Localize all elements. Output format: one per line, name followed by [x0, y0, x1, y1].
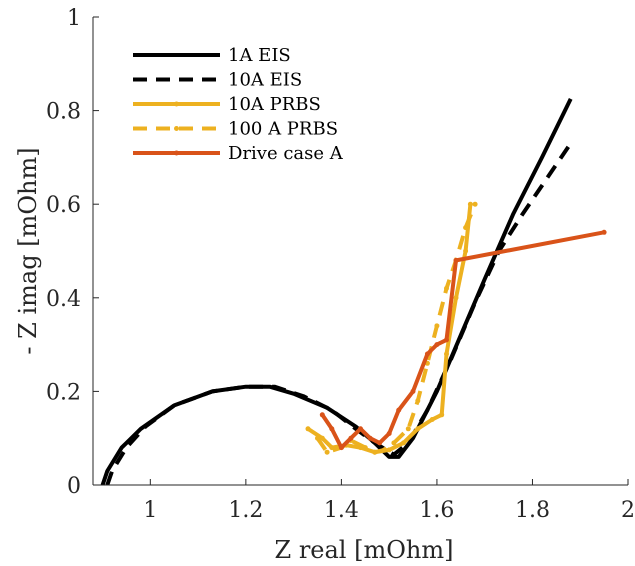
series-point-10a-prbs: [429, 417, 435, 422]
series-point-100-a-prbs: [315, 435, 320, 441]
series-point-drive-case-a: [444, 337, 449, 343]
series-point-100-a-prbs: [444, 285, 449, 291]
series-point-10a-prbs: [453, 295, 459, 301]
series-point-100-a-prbs: [372, 449, 378, 455]
series-point-drive-case-a: [601, 229, 607, 235]
y-tick-label: 0: [67, 474, 81, 499]
legend-marker-drive-case-a: [174, 150, 179, 156]
series-point-drive-case-a: [453, 257, 459, 263]
series-point-drive-case-a: [396, 407, 402, 413]
y-tick-label: 0.4: [46, 287, 81, 312]
series-point-100-a-prbs: [415, 398, 421, 404]
y-axis-title: - Z imag [mOhm]: [14, 147, 42, 354]
x-tick-label: 1.2: [228, 498, 263, 523]
series-point-100-a-prbs: [324, 449, 330, 455]
series-point-drive-case-a: [424, 351, 430, 357]
x-tick-label: 1.4: [324, 498, 359, 523]
legend-label-10a-prbs: 10A PRBS: [228, 94, 321, 115]
series-point-10a-prbs: [415, 426, 421, 432]
series-point-drive-case-a: [386, 431, 392, 436]
series-point-10a-prbs: [319, 435, 325, 441]
series-layer: [100, 98, 607, 486]
x-tick-label: 2: [621, 498, 635, 523]
legend: 1A EIS 10A EIS 10A PRBS 100 A PRBS Drive cas…: [133, 45, 344, 164]
y-tick-label: 1: [67, 6, 81, 31]
series-point-100-a-prbs: [381, 447, 387, 453]
x-tick-label: 1.6: [419, 498, 454, 523]
legend-label-1a-eis: 1A EIS: [228, 45, 291, 66]
series-point-drive-case-a: [348, 435, 354, 441]
series-point-10a-prbs: [444, 351, 449, 357]
legend-marker-100-a-prbs: [174, 126, 179, 131]
ticks-layer: 1 1.2 1.4 1.6 1.8 2 0 0.2 0.4 0.6 0.8 1: [46, 6, 635, 523]
series-point-drive-case-a: [410, 388, 416, 394]
series-line-10a-eis: [105, 142, 573, 486]
series-point-100-a-prbs: [463, 225, 469, 231]
x-tick-label: 1.8: [515, 498, 550, 523]
x-tick-label: 1: [143, 498, 157, 523]
legend-label-10a-eis: 10A EIS: [228, 70, 302, 91]
y-tick-label: 0.6: [46, 193, 81, 218]
y-tick-label: 0.2: [46, 380, 81, 405]
series-point-10a-prbs: [463, 248, 469, 254]
series-point-10a-prbs: [439, 412, 445, 418]
axes-layer: [92, 17, 628, 486]
series-point-drive-case-a: [434, 342, 440, 348]
series-point-100-a-prbs: [472, 201, 478, 207]
series-line-100-a-prbs: [315, 203, 477, 455]
series-point-100-a-prbs: [391, 440, 397, 446]
series-point-drive-case-a: [329, 426, 335, 432]
series-point-drive-case-a: [319, 412, 325, 418]
series-point-10a-prbs: [386, 447, 392, 453]
series-point-100-a-prbs: [405, 426, 411, 432]
legend-label-drive-case-a: Drive case A: [228, 143, 344, 164]
series-point-100-a-prbs: [434, 323, 440, 329]
legend-label-100-a-prbs: 100 A PRBS: [228, 119, 338, 140]
series-point-10a-prbs: [467, 201, 473, 207]
x-axis-title: Z real [mOhm]: [275, 536, 454, 564]
series-point-drive-case-a: [367, 435, 373, 441]
legend-marker-10a-prbs: [174, 101, 179, 107]
series-point-drive-case-a: [377, 440, 383, 446]
series-point-10a-prbs: [401, 440, 406, 446]
y-tick-label: 0.8: [46, 100, 81, 125]
series-point-10a-prbs: [305, 426, 311, 432]
series-point-drive-case-a: [358, 426, 363, 432]
series-point-100-a-prbs: [362, 445, 368, 451]
series-point-drive-case-a: [338, 445, 344, 451]
